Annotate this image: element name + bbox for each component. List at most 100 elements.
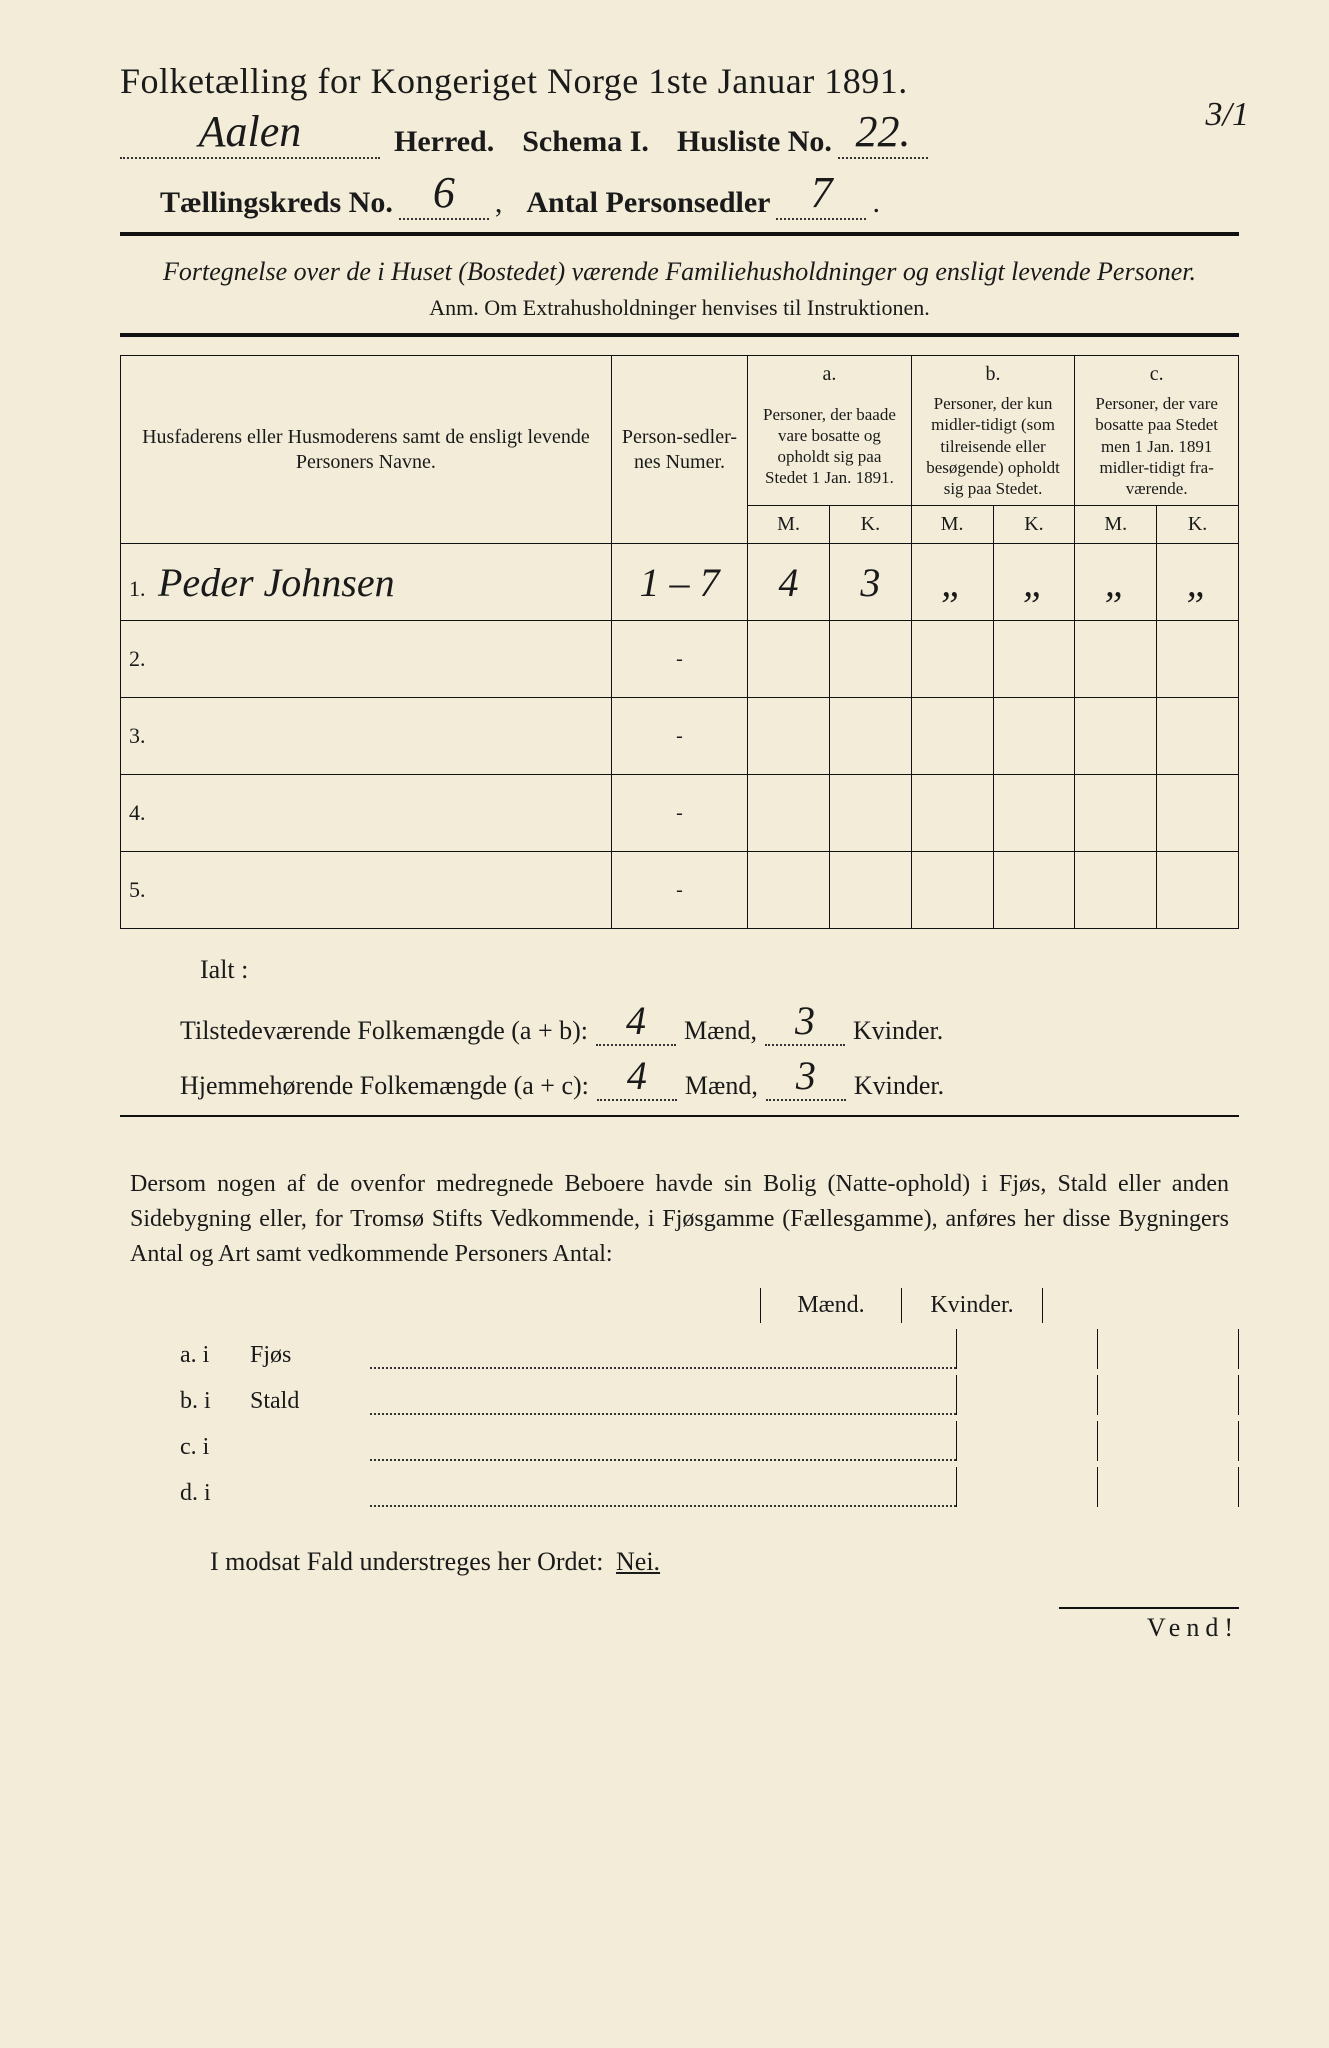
cell-c-k [1157,621,1239,698]
schema-label: Schema I. [522,125,649,159]
building-label: Fjøs [250,1342,370,1369]
building-key: b. i [180,1388,250,1415]
cell-num: - [611,621,747,698]
ialt-label: Ialt : [200,955,1239,985]
cell-c-k: „ [1157,544,1239,621]
cell-a-m [748,621,830,698]
col-header-a: Personer, der baade vare bosatte og opho… [748,387,912,506]
col-b-k: K. [993,506,1075,544]
col-c-k: K. [1157,506,1239,544]
col-header-c-top: c. [1075,356,1239,388]
cell-a-m: 4 [748,544,830,621]
cell-num: - [611,852,747,929]
kreds-value: 6 [433,168,455,217]
cell-name: 2. [121,621,612,698]
col-c-m: M. [1075,506,1157,544]
cell-c-k [1157,698,1239,775]
totals-present: Tilstedeværende Folkemængde (a + b): 4 M… [180,997,1239,1046]
building-key: d. i [180,1480,250,1507]
totals-present-k: 3 [795,998,815,1043]
cell-b-k [993,775,1075,852]
building-key: c. i [180,1434,250,1461]
building-row: b. iStald [180,1375,1239,1415]
cell-b-k [993,621,1075,698]
cell-num: 1 – 7 [611,544,747,621]
divider [120,1115,1239,1117]
husliste-label: Husliste No. [677,125,832,159]
cell-b-m [911,775,993,852]
building-label: Stald [250,1388,370,1415]
cell-num: - [611,775,747,852]
building-mk-cells [956,1421,1239,1461]
page-title: Folketælling for Kongeriget Norge 1ste J… [120,60,1239,102]
building-paragraph: Dersom nogen af de ovenfor medregnede Be… [130,1167,1229,1271]
cell-c-k [1157,852,1239,929]
building-mk-cells [956,1375,1239,1415]
maend-col-label: Mænd. [760,1288,901,1323]
form-subtitle: Fortegnelse over de i Huset (Bostedet) v… [160,254,1199,289]
cell-a-k [829,775,911,852]
cell-name: 3. [121,698,612,775]
cell-c-m: „ [1075,544,1157,621]
cell-c-m [1075,698,1157,775]
cell-a-m [748,698,830,775]
table-row: 4. - [121,775,1239,852]
building-row: c. i [180,1421,1239,1461]
nei-word: Nei. [616,1547,660,1576]
kvinder-col-label: Kvinder. [901,1288,1043,1323]
totals-present-label: Tilstedeværende Folkemængde (a + b): [180,1016,588,1046]
cell-a-k [829,621,911,698]
cell-c-m [1075,621,1157,698]
building-row: a. iFjøs [180,1329,1239,1369]
cell-b-k [993,852,1075,929]
kreds-line: Tællingskreds No. 6 , Antal Personsedler… [160,167,1239,220]
totals-present-m: 4 [626,998,646,1043]
husliste-value: 22. [855,107,910,156]
cell-a-k [829,698,911,775]
cell-name: 1. Peder Johnsen [121,544,612,621]
household-table: Husfaderens eller Husmoderens samt de en… [120,355,1239,929]
herred-line: Aalen Herred. Schema I. Husliste No. 22. [120,106,1239,159]
col-header-b: Personer, der kun midler-tidigt (som til… [911,387,1075,506]
cell-a-m [748,852,830,929]
totals-resident: Hjemmehørende Folkemængde (a + c): 4 Mæn… [180,1052,1239,1101]
personsedler-value: 7 [810,168,832,217]
anm-note: Anm. Om Extrahusholdninger henvises til … [120,295,1239,321]
cell-a-k: 3 [829,544,911,621]
cell-name: 5. [121,852,612,929]
herred-value: Aalen [199,107,302,156]
cell-b-m [911,852,993,929]
col-header-num: Person-sedler-nes Numer. [611,356,747,544]
cell-b-m [911,621,993,698]
building-mk-header: Mænd. Kvinder. [760,1288,1239,1323]
table-row: 1. Peder Johnsen1 – 743„„„„ [121,544,1239,621]
cell-num: - [611,698,747,775]
divider [120,232,1239,236]
col-b-m: M. [911,506,993,544]
building-mk-cells [956,1329,1239,1369]
cell-b-k [993,698,1075,775]
cell-b-m: „ [911,544,993,621]
kreds-label: Tællingskreds No. [160,186,393,220]
cell-b-m [911,698,993,775]
nei-pre: I modsat Fald understreges her Ordet: [210,1547,604,1576]
cell-c-m [1075,852,1157,929]
building-key: a. i [180,1342,250,1369]
col-header-a-top: a. [748,356,912,388]
maend-label: Mænd, [684,1016,757,1046]
col-a-m: M. [748,506,830,544]
building-mk-cells [956,1467,1239,1507]
divider [120,333,1239,337]
col-header-b-top: b. [911,356,1075,388]
col-header-name: Husfaderens eller Husmoderens samt de en… [121,356,612,544]
col-header-c: Personer, der vare bosatte paa Stedet me… [1075,387,1239,506]
table-row: 2. - [121,621,1239,698]
maend-label: Mænd, [685,1071,758,1101]
vend-label: Vend! [1059,1607,1239,1643]
totals-resident-k: 3 [796,1053,816,1098]
col-a-k: K. [829,506,911,544]
table-row: 5. - [121,852,1239,929]
building-row: d. i [180,1467,1239,1507]
cell-a-k [829,852,911,929]
cell-c-k [1157,775,1239,852]
